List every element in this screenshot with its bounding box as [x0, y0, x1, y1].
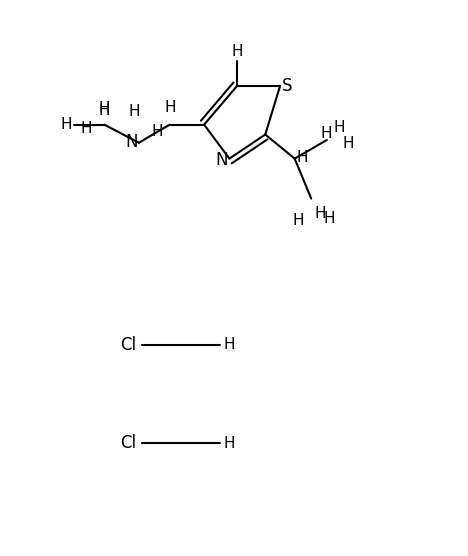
Text: Cl: Cl	[120, 434, 137, 453]
Text: H: H	[99, 101, 110, 116]
Text: H: H	[151, 124, 163, 139]
Text: H: H	[81, 121, 92, 136]
Text: H: H	[333, 120, 345, 135]
Text: H: H	[320, 126, 332, 141]
Text: H: H	[292, 214, 304, 229]
Text: H: H	[165, 100, 176, 115]
Text: H: H	[314, 206, 326, 221]
Text: S: S	[282, 77, 292, 95]
Text: H: H	[61, 117, 72, 132]
Text: H: H	[231, 44, 242, 59]
Text: H: H	[224, 436, 235, 451]
Text: N: N	[215, 151, 227, 168]
Text: H: H	[99, 103, 110, 118]
Text: Cl: Cl	[120, 336, 137, 354]
Text: H: H	[128, 104, 139, 119]
Text: N: N	[125, 133, 138, 151]
Text: H: H	[343, 136, 354, 151]
Text: H: H	[224, 337, 235, 353]
Text: H: H	[297, 150, 308, 165]
Text: H: H	[324, 211, 335, 226]
